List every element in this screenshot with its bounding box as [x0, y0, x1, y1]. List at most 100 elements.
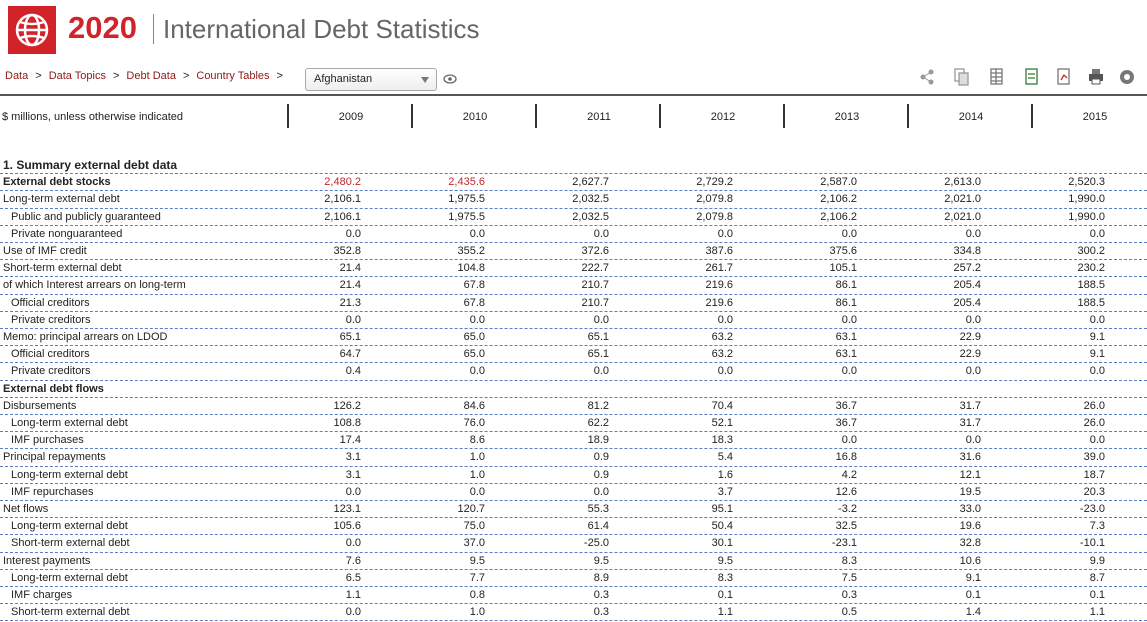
cell-value: 55.3	[587, 503, 609, 515]
cell-value: 0.0	[841, 434, 857, 447]
cell-value: 3.7	[717, 485, 733, 498]
cell-value: 0.0	[841, 227, 857, 240]
cell-value: 1.1	[345, 589, 361, 601]
cell-value: 9.1	[1089, 331, 1105, 343]
cell-value: 0.0	[841, 313, 857, 326]
cell-value: 10.6	[959, 554, 981, 567]
cell-value: 0.9	[593, 451, 609, 464]
column-separator	[535, 104, 537, 128]
cell-value: 2,079.8	[696, 210, 733, 223]
country-select[interactable]: Afghanistan	[305, 68, 437, 91]
breadcrumb-link[interactable]: Data	[5, 70, 29, 82]
cell-value: -25.0	[583, 537, 609, 550]
selected-country: Afghanistan	[314, 73, 373, 85]
cell-value: 1.6	[717, 468, 733, 481]
edition-year: 2020	[68, 10, 137, 45]
cell-value: 95.1	[711, 503, 733, 515]
cell-value: 0.1	[717, 589, 733, 601]
table-row: Private nonguaranteed 0.0 0.0 0.0 0.0 0.0 0.0 0…	[0, 226, 1147, 243]
column-separator	[1031, 104, 1033, 128]
cell-value: 1.4	[965, 606, 981, 619]
breadcrumb-separator: >	[112, 70, 120, 82]
row-label: Short-term external debt	[11, 537, 130, 550]
column-separator	[783, 104, 785, 128]
cell-value: 0.5	[841, 606, 857, 619]
column-separator	[659, 104, 661, 128]
cell-value: 67.8	[463, 279, 485, 292]
row-label: External debt stocks	[3, 176, 111, 189]
cell-value: 300.2	[1077, 245, 1105, 257]
column-header: 2011	[587, 111, 611, 123]
cell-value: 37.0	[463, 537, 485, 550]
cell-value: 0.9	[593, 468, 609, 481]
cell-value: 19.6	[959, 520, 981, 533]
table-header: $ millions, unless otherwise indicated 2…	[0, 104, 1147, 130]
table-row: IMF repurchases 0.0 0.0 0.0 3.7 12.6 19.5 20.3	[0, 484, 1147, 501]
copy-icon[interactable]	[954, 68, 969, 86]
cell-value: 32.8	[959, 537, 981, 550]
cell-value: 352.8	[333, 245, 361, 257]
cell-value: 222.7	[581, 262, 609, 275]
cell-value: 0.0	[1089, 227, 1105, 240]
pdf-icon[interactable]	[1057, 68, 1070, 85]
cell-value: 65.0	[463, 348, 485, 361]
row-label: Memo: principal arrears on LDOD	[3, 331, 168, 343]
cell-value: 334.8	[953, 245, 981, 257]
cell-value: 210.7	[581, 296, 609, 309]
column-header: 2009	[338, 111, 364, 123]
cell-value: 188.5	[1077, 279, 1105, 292]
help-icon[interactable]	[1120, 70, 1134, 84]
row-label: IMF repurchases	[11, 485, 94, 498]
cell-value: 0.0	[345, 313, 361, 326]
cell-value: 8.3	[841, 554, 857, 567]
preview-icon[interactable]	[443, 74, 457, 84]
cell-value: 18.3	[711, 434, 733, 447]
cell-value: 123.1	[333, 503, 361, 515]
table-row: Interest payments 7.6 9.5 9.5 9.5 8.3 10.6 9.9	[0, 553, 1147, 570]
cell-value: 21.4	[339, 262, 361, 275]
table-icon[interactable]	[990, 68, 1003, 85]
row-label: Short-term external debt	[3, 262, 122, 275]
breadcrumb-link[interactable]: Debt Data	[126, 70, 176, 82]
table-row: 1. Summary external debt data	[0, 157, 1147, 175]
row-label: Disbursements	[3, 399, 77, 412]
cell-value: 0.0	[1089, 434, 1105, 447]
row-label: Official creditors	[11, 348, 90, 361]
cell-value: 0.0	[593, 227, 609, 240]
column-separator	[411, 104, 413, 128]
cell-value: 188.5	[1077, 296, 1105, 309]
row-label: Use of IMF credit	[3, 245, 87, 257]
table-row: Use of IMF credit 352.8 355.2 372.6 387.6 375…	[0, 243, 1147, 261]
column-header: 2010	[462, 111, 488, 123]
row-label: Principal repayments	[3, 451, 106, 464]
cell-value: 86.1	[835, 296, 857, 309]
row-label: IMF charges	[11, 589, 73, 601]
breadcrumb-link[interactable]: Data Topics	[48, 70, 106, 82]
share-icon[interactable]	[920, 69, 934, 85]
column-header: 2014	[958, 111, 984, 123]
column-separator	[907, 104, 909, 128]
cell-value: 2,021.0	[944, 210, 981, 223]
cell-value: 0.0	[717, 365, 733, 378]
cell-value: 16.8	[835, 451, 857, 464]
breadcrumb-separator: >	[182, 70, 190, 82]
cell-value: 0.3	[593, 606, 609, 619]
cell-value: 257.2	[953, 262, 981, 275]
logo[interactable]	[8, 6, 56, 54]
cell-value: 0.0	[841, 365, 857, 378]
cell-value: 20.3	[1083, 485, 1105, 498]
cell-value: 9.1	[965, 571, 981, 584]
print-icon[interactable]	[1089, 69, 1103, 85]
cell-value: 1.1	[1089, 606, 1105, 619]
cell-value: 0.1	[965, 589, 981, 601]
cell-value: 22.9	[959, 348, 981, 361]
cell-value: 52.1	[711, 417, 733, 429]
table-row: Disbursements 126.2 84.6 81.2 70.4 36.7 31.7 26…	[0, 398, 1147, 415]
cell-value: 8.7	[1089, 571, 1105, 584]
cell-value: 3.1	[345, 468, 361, 481]
row-label: Long-term external debt	[11, 468, 128, 481]
breadcrumb-link[interactable]: Country Tables	[196, 70, 270, 82]
cell-value: 1.0	[469, 451, 485, 464]
table-row: Long-term external debt 3.1 1.0 0.9 1.6 4.2 12…	[0, 467, 1147, 484]
excel-icon[interactable]	[1025, 68, 1038, 85]
